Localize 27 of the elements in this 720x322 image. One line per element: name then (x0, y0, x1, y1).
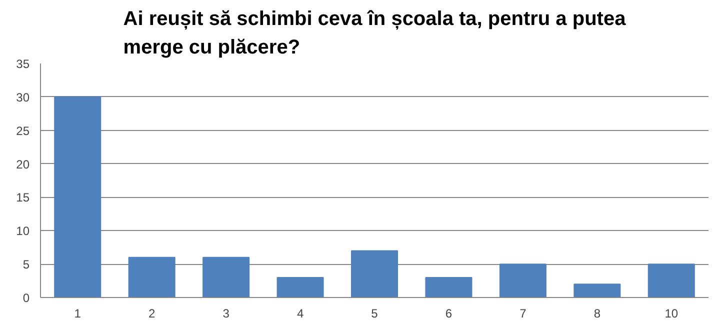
x-tick-label: 4 (296, 306, 304, 320)
y-tick-label: 35 (16, 57, 30, 71)
y-tick-label: 5 (22, 258, 30, 272)
x-tick-label: 3 (222, 306, 230, 320)
y-tick-label: 30 (16, 90, 30, 104)
y-tick-label: 0 (22, 291, 30, 305)
bar (54, 96, 102, 298)
y-tick-label: 25 (16, 124, 30, 138)
x-tick-label: 6 (445, 306, 452, 320)
x-tick-label: 7 (520, 306, 527, 320)
chart-title: Ai reușit să schimbi ceva în școala ta, pentru a putea merge cu plăcere? (123, 8, 627, 58)
x-tick-label: 10 (664, 306, 678, 320)
x-tick-label: 1 (74, 306, 82, 320)
bar (202, 256, 250, 298)
bar (648, 264, 695, 298)
x-tick-label: 5 (371, 306, 378, 320)
bar (128, 256, 176, 298)
bar (499, 264, 546, 298)
bar (350, 250, 398, 298)
bar (276, 276, 324, 298)
bar (425, 276, 472, 298)
y-tick-label: 20 (16, 157, 30, 172)
x-tick-label: 2 (148, 306, 156, 320)
x-tick-label: 8 (594, 306, 601, 320)
y-tick-label: 15 (16, 190, 30, 205)
bar (574, 284, 621, 298)
y-tick-label: 10 (16, 224, 30, 238)
